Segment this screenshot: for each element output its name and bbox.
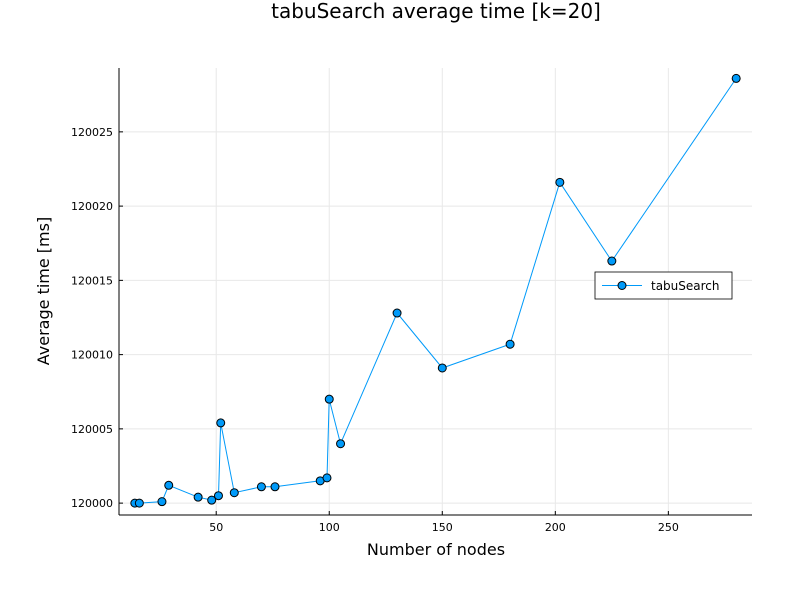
legend: tabuSearch xyxy=(594,271,733,300)
y-tick-label: 120000 xyxy=(71,497,113,510)
y-tick-label: 120005 xyxy=(71,423,113,436)
data-point xyxy=(336,439,346,449)
data-point xyxy=(193,492,203,502)
data-point xyxy=(207,495,217,505)
data-point xyxy=(607,256,617,266)
data-point xyxy=(322,473,332,483)
data-point xyxy=(505,339,515,349)
x-tick-label: 50 xyxy=(209,521,223,534)
data-point xyxy=(324,394,334,404)
y-tick-label: 120010 xyxy=(71,349,113,362)
x-tick-label: 100 xyxy=(319,521,340,534)
y-tick-label: 120020 xyxy=(71,200,113,213)
data-point xyxy=(731,73,741,83)
chart-title: tabuSearch average time [k=20] xyxy=(271,0,601,23)
x-tick-label: 200 xyxy=(545,521,566,534)
data-point xyxy=(216,418,226,428)
x-axis-ticks: 50 100 150 200 250 xyxy=(209,511,679,534)
legend-marker xyxy=(617,281,627,290)
data-point xyxy=(157,497,167,507)
x-tick-label: 250 xyxy=(658,521,679,534)
x-axis-label: Number of nodes xyxy=(367,540,505,559)
y-tick-label: 120025 xyxy=(71,126,113,139)
y-axis-label: Average time [ms] xyxy=(34,217,53,365)
y-axis-ticks: 120000 120005 120010 120015 120020 120025 xyxy=(71,126,123,510)
data-point xyxy=(270,482,280,492)
data-point xyxy=(437,363,447,373)
data-point xyxy=(392,308,402,318)
data-point xyxy=(213,491,223,501)
legend-box xyxy=(594,271,733,300)
data-point xyxy=(164,480,174,490)
data-point xyxy=(229,488,239,498)
data-point xyxy=(555,177,565,187)
x-tick-label: 150 xyxy=(432,521,453,534)
data-point xyxy=(256,482,266,492)
legend-label: tabuSearch xyxy=(651,279,720,293)
y-tick-label: 120015 xyxy=(71,274,113,287)
series-tabusearch xyxy=(130,73,741,508)
data-point xyxy=(134,498,144,508)
